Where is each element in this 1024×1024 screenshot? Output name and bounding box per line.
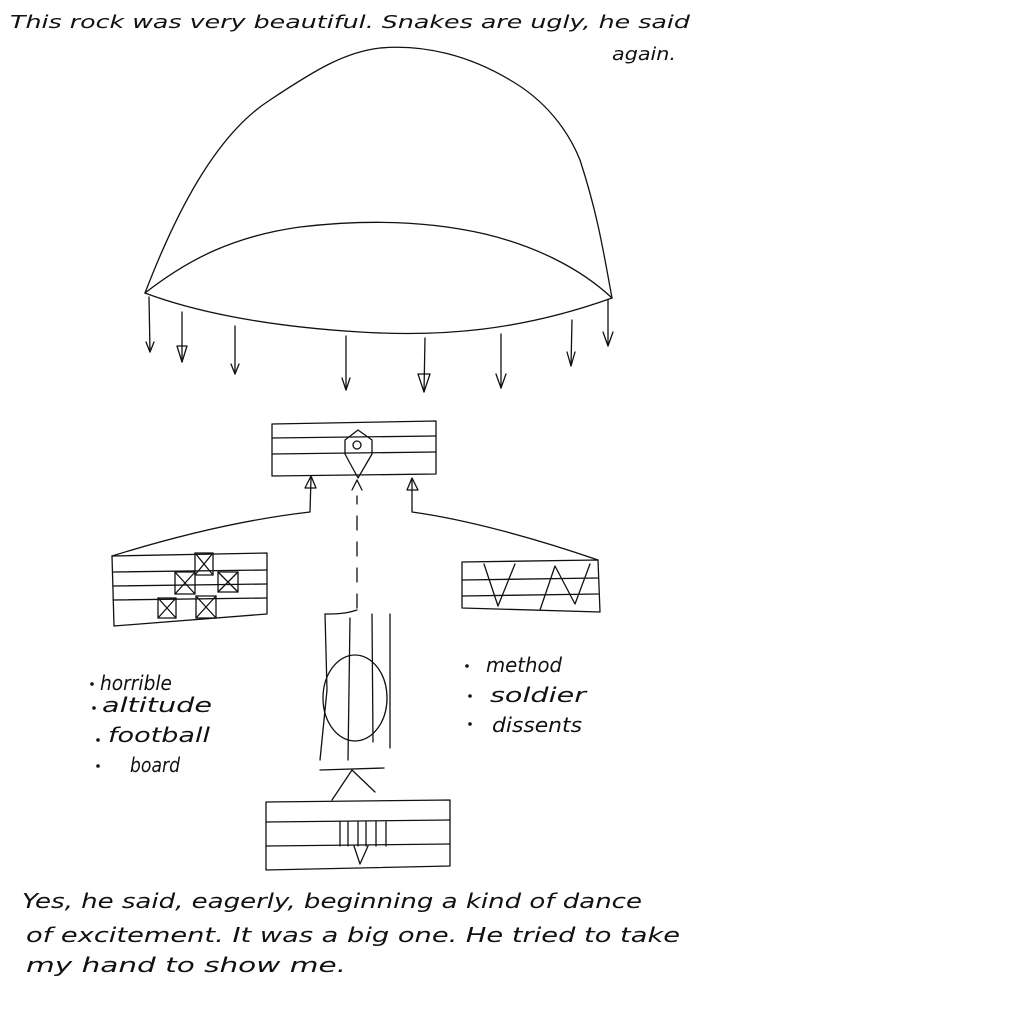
center-column [319, 609, 391, 771]
bottom-note-line-3: my hand to show me. [26, 953, 346, 977]
dome-shape [144, 46, 613, 335]
right-box [461, 559, 601, 613]
center-circle [322, 654, 388, 742]
left-list-item-1: horrible [100, 671, 172, 695]
right-bullet-3 [468, 722, 472, 726]
dome-upper-rim [144, 221, 613, 299]
dome-outer-arc [144, 46, 613, 299]
left-bullet-1 [90, 682, 94, 686]
cross-cell-3 [217, 571, 239, 593]
bottom-note-line-1: Yes, he said, eagerly, beginning a kind … [22, 889, 642, 913]
zigzag-line [483, 563, 591, 611]
right-list: method soldier dissents [465, 653, 589, 737]
left-bullet-4 [96, 764, 100, 768]
eye-icon [344, 429, 373, 479]
cross-cell-5 [195, 595, 217, 619]
bottom-box-cells [339, 821, 387, 847]
right-connector [411, 479, 599, 561]
down-arrow-3 [230, 325, 240, 375]
left-box [111, 552, 268, 627]
right-list-item-2: soldier [490, 683, 589, 707]
down-arrow-8 [602, 299, 614, 347]
down-arrow-1 [145, 296, 155, 353]
left-connector [111, 477, 312, 557]
down-arrow-7 [566, 319, 576, 367]
cross-cell-4 [157, 597, 177, 619]
left-list: horrible altitude football board [90, 671, 212, 777]
cross-cell-2 [194, 552, 214, 576]
down-arrow-6 [495, 333, 507, 389]
cross-cell-1 [174, 571, 196, 595]
left-list-item-3: football [108, 723, 211, 747]
right-bullet-2 [468, 694, 472, 698]
left-list-item-2: altitude [102, 693, 212, 717]
down-arrow-2 [176, 311, 188, 363]
dome-arrows [145, 296, 614, 393]
top-note-line-1: This rock was very beautiful. Snakes are… [10, 12, 691, 33]
left-bullet-3 [96, 738, 100, 742]
top-box [271, 420, 437, 479]
dome-lower-rim [144, 292, 613, 335]
top-note: This rock was very beautiful. Snakes are… [10, 12, 691, 65]
left-list-item-4: board [130, 753, 180, 777]
top-box-connectors [111, 475, 599, 609]
down-arrow-5 [417, 337, 431, 393]
down-arrow-4 [341, 335, 351, 391]
top-note-line-2: again. [612, 44, 676, 65]
bottom-note: Yes, he said, eagerly, beginning a kind … [22, 889, 680, 977]
bottom-box [265, 769, 451, 871]
right-list-item-3: dissents [492, 713, 582, 737]
right-list-item-1: method [486, 653, 562, 677]
right-bullet-1 [465, 664, 469, 668]
left-bullet-2 [92, 706, 96, 710]
bottom-note-line-2: of excitement. It was a big one. He trie… [26, 923, 680, 947]
